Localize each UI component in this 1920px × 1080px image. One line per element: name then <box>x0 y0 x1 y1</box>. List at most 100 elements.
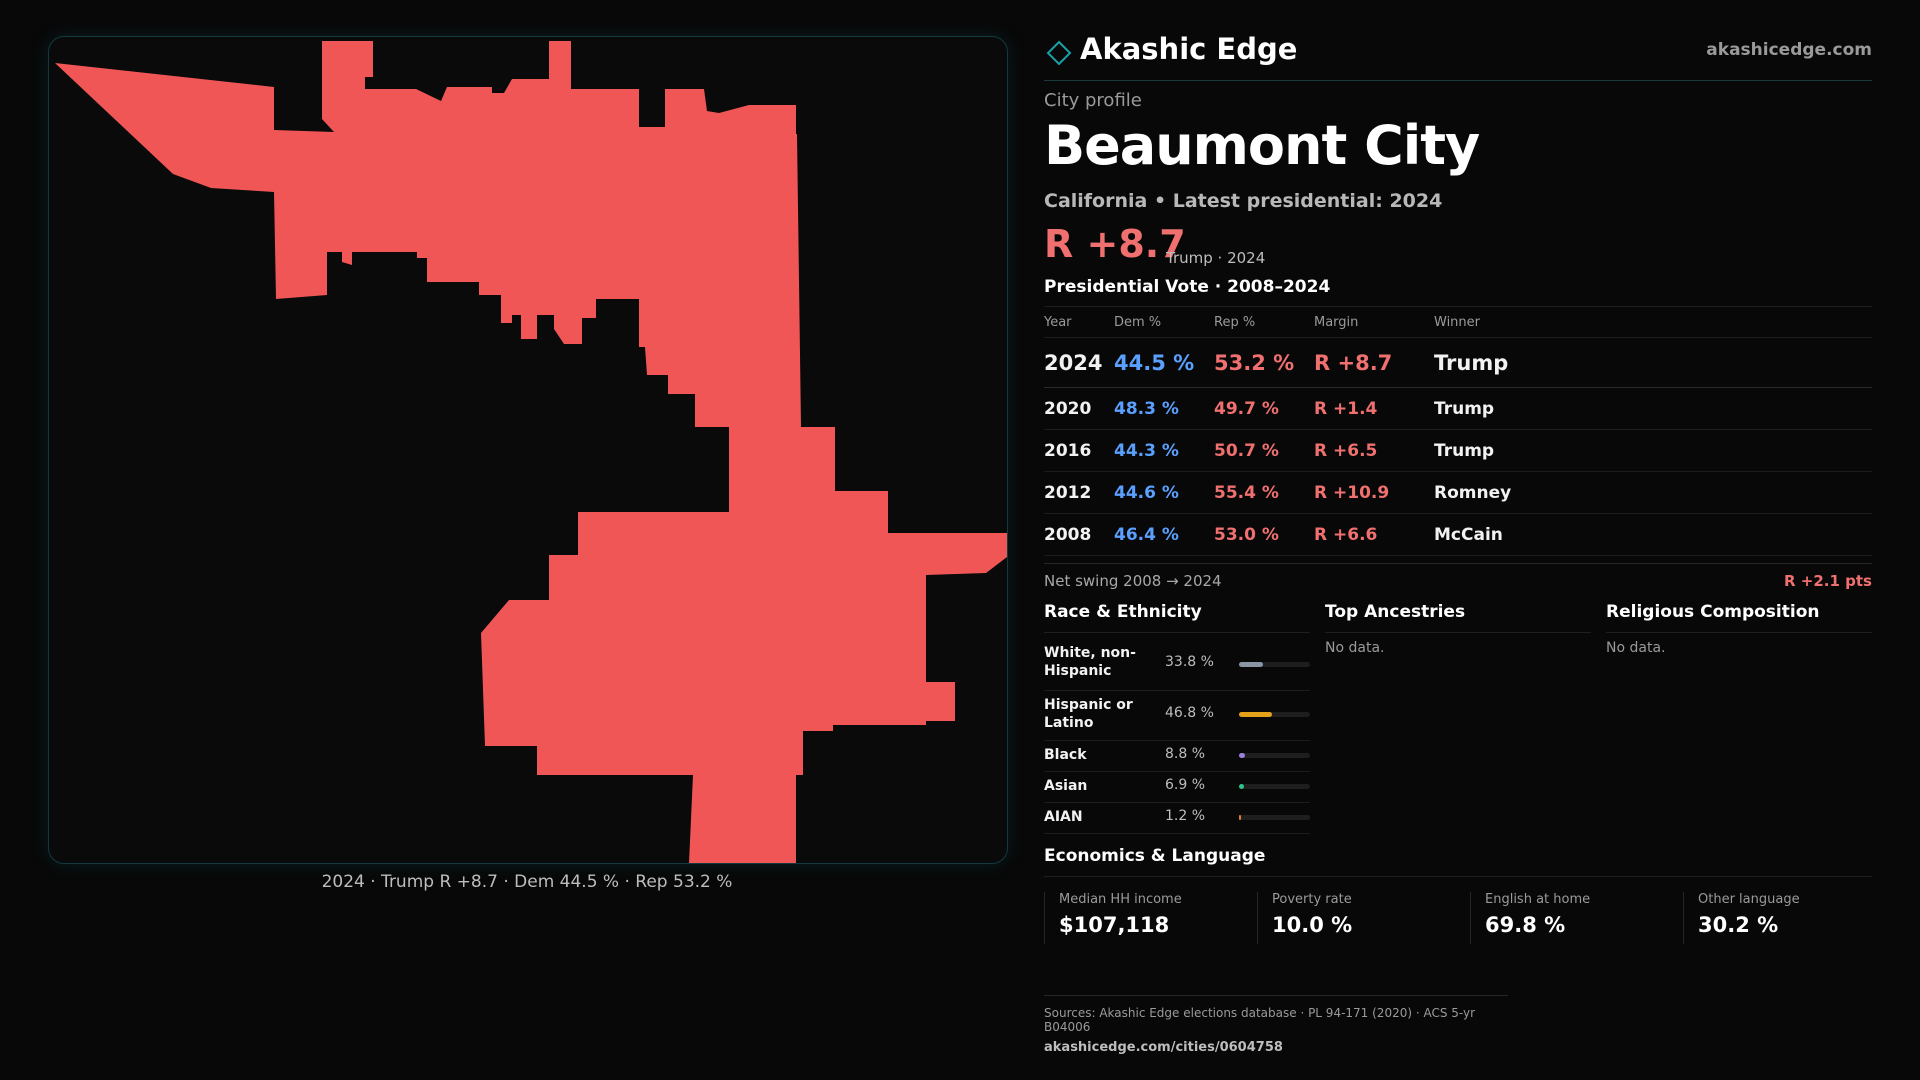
winner-cell: Trump <box>1434 387 1872 430</box>
winner-cell: McCain <box>1434 513 1872 556</box>
sources-footer: Sources: Akashic Edge elections database… <box>1044 995 1508 1055</box>
race-percent: 33.8 % <box>1165 654 1214 670</box>
table-row: 2008 46.4 % 53.0 % R +6.6 McCain <box>1044 513 1872 556</box>
net-swing-row: Net swing 2008 → 2024 R +2.1 pts <box>1044 563 1872 594</box>
race-section-header: Race & Ethnicity <box>1044 602 1310 633</box>
econ-stat: English at home 69.8 % <box>1470 892 1683 944</box>
econ-stat-value: 69.8 % <box>1485 913 1566 937</box>
winner-cell: Trump <box>1434 429 1872 472</box>
rep-cell: 49.7 % <box>1214 387 1314 430</box>
year-cell: 2016 <box>1044 429 1114 472</box>
dem-cell: 48.3 % <box>1114 387 1214 430</box>
site-link[interactable]: akashicedge.com <box>1706 40 1872 60</box>
winner-cell: Trump <box>1434 337 1872 388</box>
race-bar-track <box>1239 662 1310 667</box>
brand-name: Akashic Edge <box>1080 32 1298 66</box>
winner-cell: Romney <box>1434 471 1872 514</box>
dem-cell: 44.5 % <box>1114 337 1214 388</box>
column-header-rep: Rep % <box>1214 306 1314 338</box>
race-bar-track <box>1239 784 1310 789</box>
ancestries-section-header: Top Ancestries <box>1325 602 1591 633</box>
dem-cell: 46.4 % <box>1114 513 1214 556</box>
column-header-margin: Margin <box>1314 306 1434 338</box>
econ-stat: Poverty rate 10.0 % <box>1257 892 1470 944</box>
econ-stat-label: Other language <box>1698 892 1800 907</box>
table-row: 2020 48.3 % 49.7 % R +1.4 Trump <box>1044 387 1872 430</box>
year-cell: 2024 <box>1044 337 1114 388</box>
race-percent: 1.2 % <box>1165 808 1206 824</box>
econ-stat-label: Median HH income <box>1059 892 1182 907</box>
year-cell: 2008 <box>1044 513 1114 556</box>
race-bar-track <box>1239 753 1310 758</box>
race-row: Black 8.8 % <box>1044 740 1310 772</box>
religion-section-header: Religious Composition <box>1606 602 1872 633</box>
race-bar-track <box>1239 815 1310 820</box>
econ-stat-label: Poverty rate <box>1272 892 1352 907</box>
table-row: 2016 44.3 % 50.7 % R +6.5 Trump <box>1044 429 1872 472</box>
ancestries-empty: No data. <box>1325 640 1385 656</box>
latest-margin: R +8.7 <box>1044 222 1186 266</box>
race-label: White, non-Hispanic <box>1044 645 1136 679</box>
race-percent: 8.8 % <box>1165 746 1206 762</box>
race-row: AIAN 1.2 % <box>1044 802 1310 834</box>
presidential-vote-table: Year Dem % Rep % Margin Winner 2024 44.5… <box>1044 306 1872 556</box>
table-header-row: Year Dem % Rep % Margin Winner <box>1044 306 1872 338</box>
rep-cell: 55.4 % <box>1214 471 1314 514</box>
year-cell: 2012 <box>1044 471 1114 514</box>
margin-cell: R +6.6 <box>1314 513 1434 556</box>
net-swing-label: Net swing 2008 → 2024 <box>1044 572 1222 590</box>
race-label: Black <box>1044 747 1087 763</box>
presidential-vote-heading: Presidential Vote · 2008–2024 <box>1044 277 1331 297</box>
race-label: Hispanic or Latino <box>1044 697 1133 731</box>
margin-cell: R +6.5 <box>1314 429 1434 472</box>
race-bar-fill <box>1239 712 1273 717</box>
city-boundary-shape <box>55 41 1007 863</box>
religion-empty: No data. <box>1606 640 1666 656</box>
econ-stat-value: $107,118 <box>1059 913 1170 937</box>
dem-cell: 44.3 % <box>1114 429 1214 472</box>
table-row: 2012 44.6 % 55.4 % R +10.9 Romney <box>1044 471 1872 514</box>
economics-section-header: Economics & Language <box>1044 846 1872 877</box>
page-title: Beaumont City <box>1044 114 1480 177</box>
race-bar-fill <box>1239 753 1246 758</box>
city-boundary-map[interactable] <box>48 36 1008 864</box>
race-row: Hispanic or Latino 46.8 % <box>1044 690 1310 741</box>
column-header-dem: Dem % <box>1114 306 1214 338</box>
race-bar-fill <box>1239 662 1263 667</box>
race-label: Asian <box>1044 778 1088 794</box>
race-percent: 6.9 % <box>1165 777 1206 793</box>
diamond-outline-icon <box>1046 40 1072 66</box>
net-swing-value: R +2.1 pts <box>1784 572 1872 590</box>
rep-cell: 53.0 % <box>1214 513 1314 556</box>
brand-header: Akashic Edge akashicedge.com <box>1044 30 1872 81</box>
econ-stat: Other language 30.2 % <box>1683 892 1896 944</box>
margin-cell: R +8.7 <box>1314 337 1434 388</box>
year-cell: 2020 <box>1044 387 1114 430</box>
margin-cell: R +1.4 <box>1314 387 1434 430</box>
sources-text: Sources: Akashic Edge elections database… <box>1044 1006 1476 1034</box>
latest-margin-note: Trump · 2024 <box>1166 249 1266 267</box>
race-percent: 46.8 % <box>1165 705 1214 721</box>
map-caption: 2024 · Trump R +8.7 · Dem 44.5 % · Rep 5… <box>321 872 733 892</box>
race-row: Asian 6.9 % <box>1044 771 1310 803</box>
column-header-winner: Winner <box>1434 306 1872 338</box>
religion-heading: Religious Composition <box>1606 602 1820 622</box>
rep-cell: 50.7 % <box>1214 429 1314 472</box>
econ-stat-value: 10.0 % <box>1272 913 1353 937</box>
race-heading: Race & Ethnicity <box>1044 602 1202 622</box>
race-label: AIAN <box>1044 809 1083 825</box>
column-header-year: Year <box>1044 306 1114 338</box>
margin-cell: R +10.9 <box>1314 471 1434 514</box>
city-subtitle: California • Latest presidential: 2024 <box>1044 190 1443 212</box>
econ-stat-value: 30.2 % <box>1698 913 1779 937</box>
race-bar-fill <box>1239 815 1241 820</box>
dem-cell: 44.6 % <box>1114 471 1214 514</box>
race-bar-fill <box>1239 784 1244 789</box>
rep-cell: 53.2 % <box>1214 337 1314 388</box>
econ-stat-label: English at home <box>1485 892 1591 907</box>
econ-stat: Median HH income $107,118 <box>1044 892 1257 944</box>
city-boundary-svg <box>55 41 1007 863</box>
economics-heading: Economics & Language <box>1044 846 1266 866</box>
ancestries-heading: Top Ancestries <box>1325 602 1466 622</box>
source-url-link[interactable]: akashicedge.com/cities/0604758 <box>1044 1040 1283 1055</box>
